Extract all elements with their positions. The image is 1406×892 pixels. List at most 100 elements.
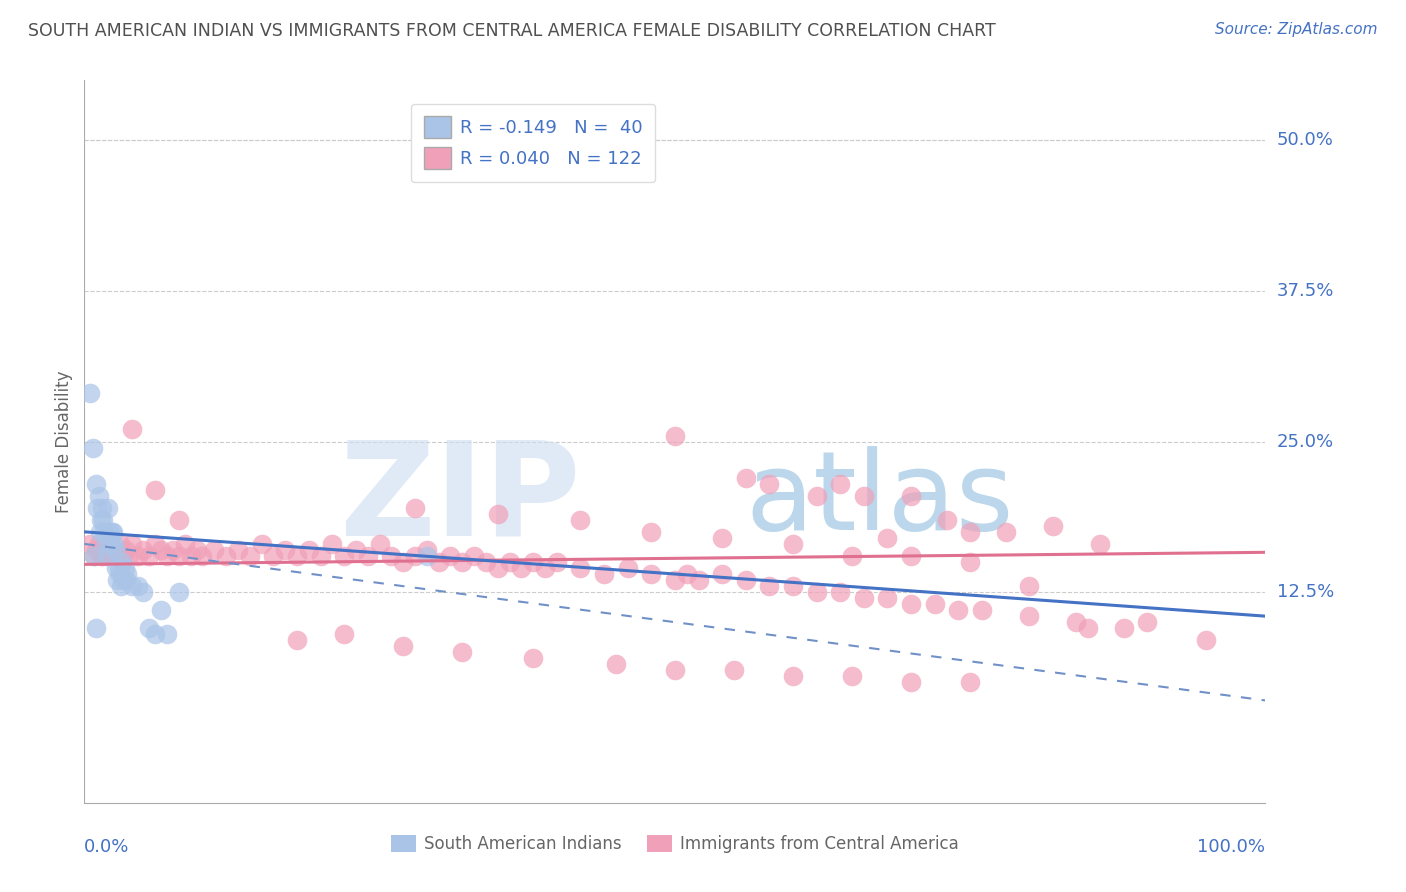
Point (79, 537, 101, 551)
Point (1136, 615, 1159, 630)
Point (1088, 537, 1111, 551)
Point (852, 591, 875, 606)
Point (664, 573, 686, 587)
Point (262, 549, 284, 563)
Point (711, 531, 734, 545)
Point (959, 675, 981, 690)
Point (132, 585, 155, 599)
Point (1066, 615, 1088, 630)
Text: 25.0%: 25.0% (1277, 433, 1334, 450)
Point (111, 555, 134, 569)
Point (84, 542, 107, 557)
Point (427, 555, 450, 569)
Point (900, 597, 922, 611)
Point (114, 542, 136, 557)
Point (90, 513, 112, 527)
Point (758, 579, 780, 593)
Point (806, 585, 828, 599)
Text: 100.0%: 100.0% (1198, 838, 1265, 855)
Point (841, 669, 863, 683)
Point (186, 542, 208, 557)
Point (876, 531, 898, 545)
Point (121, 537, 143, 551)
Point (83, 549, 105, 563)
Point (84, 621, 107, 635)
Point (167, 549, 190, 563)
Point (274, 542, 297, 557)
Point (723, 664, 745, 678)
Point (114, 561, 136, 575)
Text: SOUTH AMERICAN INDIAN VS IMMIGRANTS FROM CENTRAL AMERICA FEMALE DISABILITY CORRE: SOUTH AMERICAN INDIAN VS IMMIGRANTS FROM… (28, 22, 995, 40)
Point (104, 542, 127, 557)
Point (900, 489, 922, 503)
Point (98, 537, 121, 551)
Point (392, 639, 415, 653)
Point (876, 591, 898, 606)
Point (91, 500, 114, 515)
Point (475, 555, 498, 569)
Point (924, 597, 946, 611)
Point (416, 549, 439, 563)
Point (150, 603, 173, 617)
Point (83, 549, 105, 563)
Point (93, 524, 115, 539)
Point (167, 513, 190, 527)
Point (110, 579, 132, 593)
Point (167, 585, 190, 599)
Point (86, 500, 108, 515)
Point (416, 542, 439, 557)
Point (105, 561, 128, 575)
Point (1112, 621, 1135, 635)
Point (127, 579, 149, 593)
Point (522, 651, 544, 665)
Point (593, 567, 616, 582)
Point (215, 549, 238, 563)
Point (994, 524, 1017, 539)
Point (108, 567, 131, 582)
Point (510, 561, 533, 575)
Point (546, 555, 568, 569)
Point (522, 555, 544, 569)
Point (404, 500, 426, 515)
Point (451, 555, 474, 569)
Point (758, 476, 780, 491)
Point (103, 542, 125, 557)
Point (239, 549, 262, 563)
Point (100, 524, 122, 539)
Point (121, 423, 143, 437)
Point (180, 549, 202, 563)
Point (309, 549, 332, 563)
Point (108, 537, 131, 551)
Point (118, 549, 141, 563)
Point (344, 542, 367, 557)
Point (711, 567, 734, 582)
Point (782, 579, 804, 593)
Point (90, 549, 112, 563)
Point (948, 603, 970, 617)
Point (900, 549, 922, 563)
Text: atlas: atlas (745, 446, 1014, 553)
Point (82, 441, 104, 455)
Point (688, 573, 710, 587)
Text: 37.5%: 37.5% (1277, 282, 1334, 300)
Point (156, 627, 179, 641)
Point (321, 537, 343, 551)
Point (97, 500, 120, 515)
Point (97, 549, 120, 563)
Point (534, 561, 557, 575)
Point (380, 549, 402, 563)
Text: 50.0%: 50.0% (1277, 131, 1333, 150)
Point (250, 537, 273, 551)
Point (173, 537, 195, 551)
Text: 0.0%: 0.0% (84, 838, 129, 855)
Point (143, 537, 166, 551)
Point (451, 645, 474, 659)
Point (900, 675, 922, 690)
Point (138, 621, 160, 635)
Point (605, 657, 627, 672)
Point (156, 549, 179, 563)
Point (806, 489, 828, 503)
Point (96, 549, 118, 563)
Point (333, 627, 356, 641)
Point (569, 513, 592, 527)
